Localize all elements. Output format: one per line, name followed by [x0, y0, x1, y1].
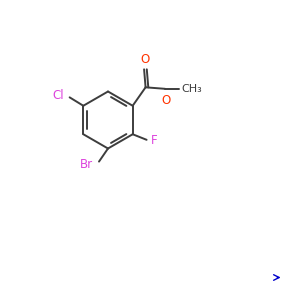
Text: Cl: Cl: [52, 89, 64, 102]
Text: Br: Br: [80, 158, 93, 171]
Text: F: F: [151, 134, 158, 147]
Text: O: O: [140, 53, 149, 66]
Text: O: O: [161, 94, 170, 107]
Text: CH₃: CH₃: [181, 84, 202, 94]
